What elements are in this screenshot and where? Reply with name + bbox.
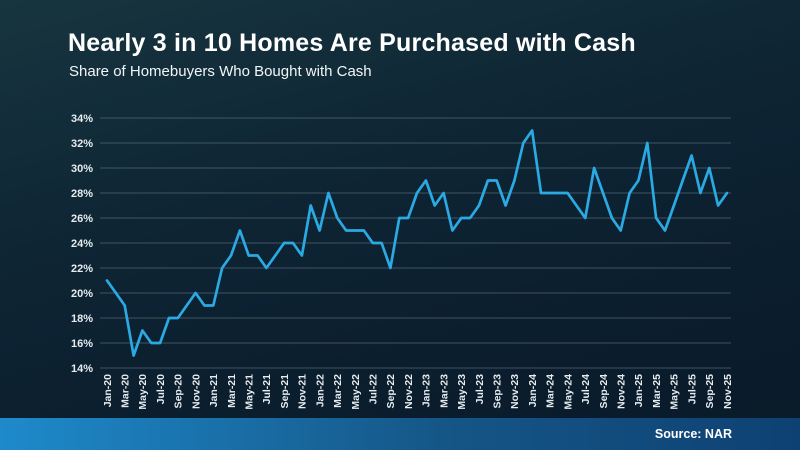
- x-tick-label: Nov-24: [616, 374, 628, 409]
- x-tick-label: Mar-25: [651, 374, 663, 408]
- x-tick-label: Jul-23: [474, 374, 486, 405]
- x-tick-label: Jan-22: [314, 374, 326, 407]
- x-tick-label: May-20: [137, 374, 149, 410]
- x-tick-label: Jul-21: [261, 374, 273, 405]
- x-tick-label: Jul-24: [580, 374, 592, 405]
- y-tick-label: 18%: [71, 313, 93, 325]
- footer-band: Source: NAR: [0, 418, 800, 450]
- y-tick-label: 32%: [71, 138, 93, 150]
- source-credit: Source: NAR: [654, 427, 732, 441]
- x-tick-label: Jan-20: [102, 374, 114, 407]
- page-title: Nearly 3 in 10 Homes Are Purchased with …: [68, 29, 636, 57]
- x-tick-label: May-21: [244, 374, 256, 410]
- y-tick-label: 26%: [71, 213, 93, 225]
- x-tick-label: Sep-21: [279, 374, 291, 409]
- x-tick-label: Sep-24: [598, 374, 610, 409]
- x-tick-label: Nov-23: [509, 374, 521, 409]
- x-tick-label: Mar-23: [438, 374, 450, 408]
- x-tick-label: Mar-20: [120, 374, 132, 408]
- y-tick-label: 16%: [71, 338, 93, 350]
- x-tick-label: Nov-22: [403, 374, 415, 409]
- x-tick-label: Sep-22: [385, 374, 397, 409]
- x-tick-label: Jan-23: [421, 374, 433, 407]
- y-tick-label: 34%: [71, 113, 93, 125]
- y-tick-label: 30%: [71, 163, 93, 175]
- x-tick-label: Nov-25: [722, 374, 734, 409]
- x-tick-label: Jan-25: [633, 374, 645, 407]
- x-tick-label: May-22: [350, 374, 362, 410]
- y-tick-label: 22%: [71, 263, 93, 275]
- x-tick-label: Jul-25: [686, 374, 698, 405]
- x-tick-label: Nov-20: [190, 374, 202, 409]
- x-tick-label: Jul-22: [368, 374, 380, 405]
- y-tick-label: 28%: [71, 188, 93, 200]
- x-tick-label: Sep-20: [173, 374, 185, 409]
- y-tick-label: 20%: [71, 288, 93, 300]
- x-tick-label: Sep-23: [492, 374, 504, 409]
- x-tick-label: Nov-21: [297, 374, 309, 409]
- x-tick-label: Jan-24: [527, 374, 539, 407]
- y-tick-label: 14%: [71, 363, 93, 375]
- x-tick-label: May-24: [562, 374, 574, 410]
- x-tick-label: Jul-20: [155, 374, 167, 405]
- page-subtitle: Share of Homebuyers Who Bought with Cash: [69, 63, 372, 80]
- x-tick-label: Mar-24: [545, 374, 557, 408]
- x-tick-label: May-23: [456, 374, 468, 410]
- x-tick-label: May-25: [669, 374, 681, 410]
- x-tick-label: Mar-21: [226, 374, 238, 408]
- x-tick-label: Jan-21: [208, 374, 220, 407]
- y-tick-label: 24%: [71, 238, 93, 250]
- x-tick-label: Mar-22: [332, 374, 344, 408]
- cash-share-line: [105, 129, 729, 357]
- x-tick-label: Sep-25: [704, 374, 716, 409]
